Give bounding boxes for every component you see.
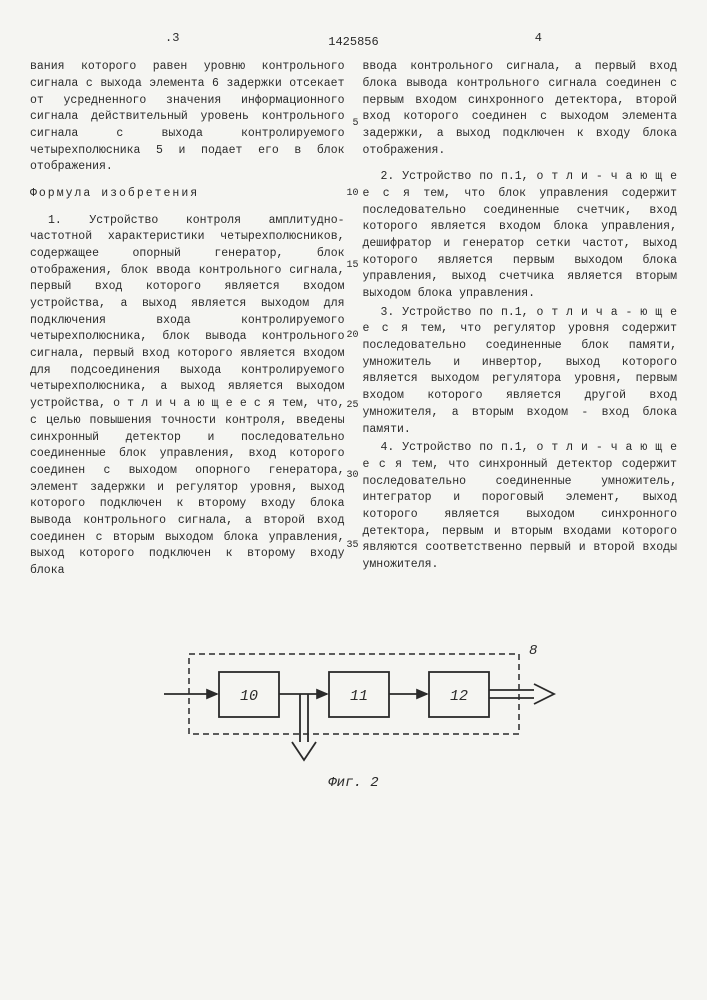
container-label: 8 [529,643,537,659]
diagram-svg: 8 10 11 12 [139,642,569,767]
line-number: 5 [343,117,359,132]
page-number-right: 4 [535,30,542,47]
arrow-out-head [534,684,554,704]
paragraph-claim-2: 2. Устройство по п.1, о т л и - ч а ю щ … [363,169,678,302]
arrow-down-head [292,742,316,760]
block-label: 10 [239,688,257,705]
right-column: ввода контрольного сигнала, а первый вхо… [363,59,678,581]
block-diagram: 8 10 11 12 [30,642,677,767]
left-column: вания которого равен уровню контрольного… [30,59,345,581]
line-number: 20 [343,329,359,344]
line-number: 15 [343,259,359,274]
paragraph-claim-3: 3. Устройство по п.1, о т л и ч а - ю щ … [363,305,678,438]
line-number: 35 [343,539,359,554]
paragraph: вания которого равен уровню контрольного… [30,59,345,176]
block-label: 11 [349,688,367,705]
text-columns: вания которого равен уровню контрольного… [30,59,677,581]
paragraph-claim-4: 4. Устройство по п.1, о т л и - ч а ю щ … [363,440,678,573]
paragraph: ввода контрольного сигнала, а первый вхо… [363,59,678,159]
line-number: 10 [343,187,359,202]
line-number: 25 [343,399,359,414]
block-label: 12 [449,688,467,705]
figure-label: Фиг. 2 [30,773,677,793]
line-number: 30 [343,469,359,484]
page-number-left: .3 [165,30,179,47]
paragraph-claim-1: 1. Устройство контроля амплитудно-частот… [30,213,345,580]
page-header: .3 1425856 4 [30,30,677,51]
formula-title: Формула изобретения [30,186,345,203]
patent-number: 1425856 [328,34,378,51]
